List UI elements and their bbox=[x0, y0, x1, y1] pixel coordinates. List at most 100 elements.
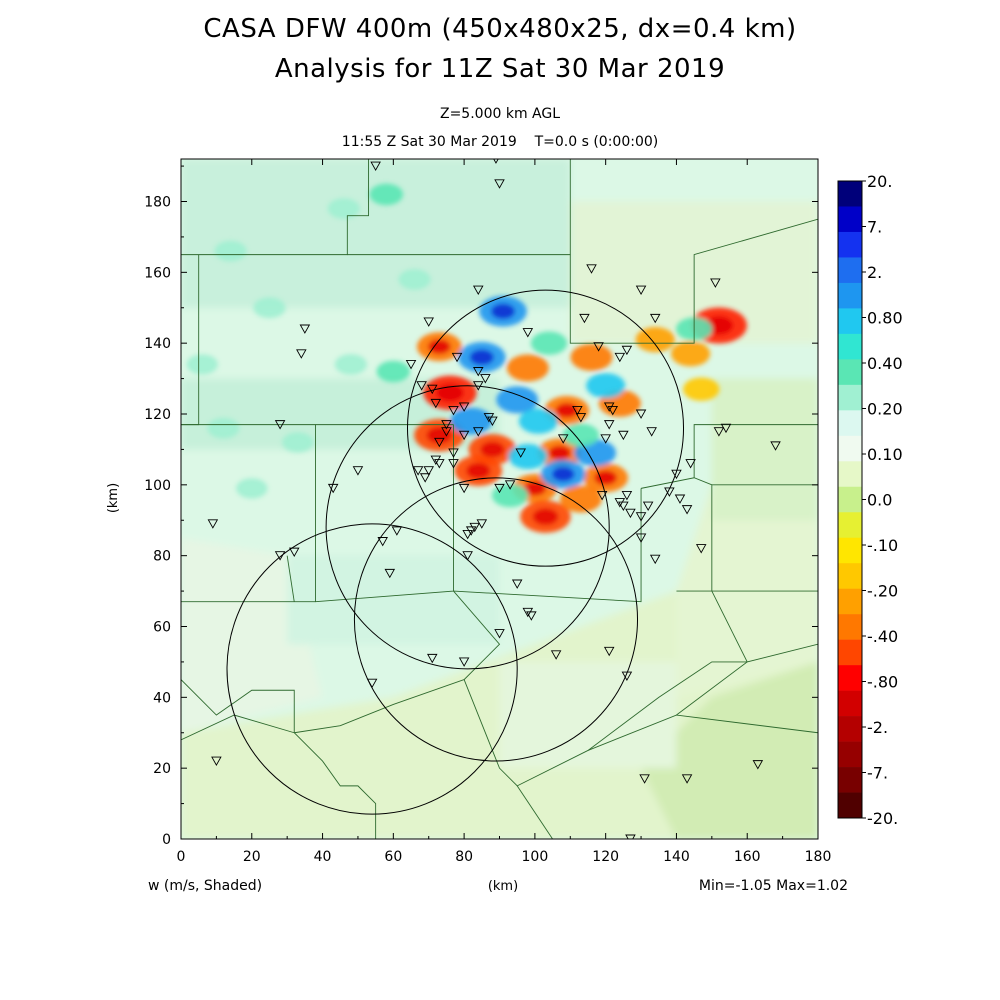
station-marker bbox=[649, 313, 661, 324]
stats-label: Min=-1.05 Max=1.02 bbox=[699, 878, 848, 894]
x-tick-label: 100 bbox=[522, 849, 549, 865]
updraft-area bbox=[334, 354, 367, 375]
downdraft-core bbox=[555, 403, 578, 418]
station-marker bbox=[448, 406, 459, 416]
y-tick-label: 180 bbox=[144, 195, 171, 211]
station-markers bbox=[207, 159, 781, 839]
colorbar-swatch bbox=[838, 181, 862, 207]
station-marker bbox=[483, 413, 495, 423]
county-line bbox=[693, 424, 818, 478]
station-marker bbox=[504, 480, 516, 490]
x-tick-label: 180 bbox=[805, 849, 832, 865]
updraft-area bbox=[214, 240, 247, 262]
station-marker bbox=[469, 522, 480, 533]
colorbar-swatch bbox=[838, 512, 862, 539]
field-region bbox=[181, 159, 571, 308]
station-marker bbox=[462, 529, 473, 540]
station-marker bbox=[603, 646, 615, 657]
station-marker bbox=[720, 423, 732, 434]
range-ring bbox=[325, 385, 610, 670]
station-marker bbox=[494, 483, 505, 494]
station-marker bbox=[458, 657, 470, 667]
station-marker bbox=[494, 179, 505, 189]
station-marker bbox=[412, 466, 424, 476]
county-line bbox=[516, 785, 553, 839]
station-marker bbox=[288, 547, 300, 558]
station-marker bbox=[377, 537, 388, 547]
colorbar-label: 0.10 bbox=[867, 445, 903, 464]
station-marker bbox=[352, 466, 364, 476]
station-marker bbox=[426, 384, 438, 395]
radar-range-rings bbox=[226, 289, 685, 815]
updraft-area bbox=[518, 408, 559, 434]
colorbar-label: -2. bbox=[867, 718, 888, 737]
colorbar-swatch bbox=[838, 206, 862, 233]
county-line bbox=[569, 218, 818, 344]
station-marker bbox=[681, 505, 693, 515]
station-marker bbox=[430, 455, 442, 465]
station-marker bbox=[635, 512, 647, 522]
station-marker bbox=[550, 650, 562, 660]
station-marker bbox=[426, 653, 438, 664]
updraft-area bbox=[450, 407, 493, 435]
x-tick-label: 140 bbox=[663, 849, 690, 865]
colorbar-label: 20. bbox=[867, 172, 892, 191]
colorbar-swatch bbox=[838, 410, 862, 437]
y-axis: 0 20 40 60 80 100 120 140 160 180 bbox=[144, 165, 818, 848]
station-marker bbox=[296, 349, 307, 359]
station-marker bbox=[299, 324, 311, 334]
colorbar-swatch bbox=[838, 665, 862, 691]
x-tick-label: 160 bbox=[734, 849, 761, 865]
colorbar-swatch bbox=[838, 333, 862, 360]
field-hotspots bbox=[186, 183, 747, 533]
station-marker bbox=[434, 459, 445, 469]
colorbar-swatch bbox=[838, 537, 862, 564]
county-line bbox=[453, 590, 501, 680]
station-marker bbox=[526, 611, 537, 621]
downdraft-core bbox=[532, 508, 559, 525]
colorbar-swatch bbox=[838, 486, 862, 513]
station-marker bbox=[681, 774, 693, 784]
station-marker bbox=[614, 352, 626, 363]
x-tick-label: 20 bbox=[243, 849, 261, 865]
updraft-area bbox=[586, 373, 626, 399]
chart-title: CASA DFW 400m (450x480x25, dx=0.4 km) bbox=[203, 14, 797, 44]
station-marker bbox=[664, 487, 675, 497]
station-marker bbox=[621, 345, 633, 356]
x-tick-label: 120 bbox=[592, 849, 619, 865]
station-marker bbox=[451, 352, 463, 363]
station-marker bbox=[472, 285, 484, 295]
updraft-area bbox=[369, 183, 404, 206]
station-marker bbox=[419, 473, 431, 483]
colorbar-swatch bbox=[838, 767, 862, 793]
x-axis-label: (km) bbox=[488, 879, 518, 894]
station-marker bbox=[586, 264, 597, 274]
station-marker bbox=[405, 359, 417, 370]
colorbar-swatch bbox=[838, 231, 862, 258]
x-tick-label: 40 bbox=[314, 849, 332, 865]
downdraft-area bbox=[506, 354, 549, 382]
station-marker bbox=[635, 533, 647, 543]
x-tick-label: 60 bbox=[384, 849, 402, 865]
station-marker bbox=[752, 760, 764, 770]
x-axis: 0 20 40 60 80 100 120 140 160 180 bbox=[177, 159, 832, 865]
station-marker bbox=[685, 459, 696, 469]
station-marker bbox=[472, 381, 484, 391]
downdraft-area bbox=[683, 377, 720, 401]
updraft-area bbox=[327, 198, 360, 219]
x-tick-label: 80 bbox=[455, 849, 473, 865]
station-marker bbox=[370, 161, 381, 172]
station-marker bbox=[494, 629, 505, 639]
colorbar-swatch bbox=[838, 614, 862, 640]
station-marker bbox=[441, 420, 452, 430]
station-marker bbox=[603, 420, 615, 430]
y-tick-label: 120 bbox=[144, 407, 171, 423]
y-tick-label: 40 bbox=[153, 690, 171, 706]
station-marker bbox=[327, 483, 339, 494]
downdraft-core bbox=[428, 339, 451, 354]
colorbar-label: -7. bbox=[867, 764, 888, 783]
y-tick-label: 100 bbox=[144, 478, 171, 494]
colorbar-label: 0.80 bbox=[867, 309, 903, 328]
updraft-area bbox=[508, 443, 548, 470]
